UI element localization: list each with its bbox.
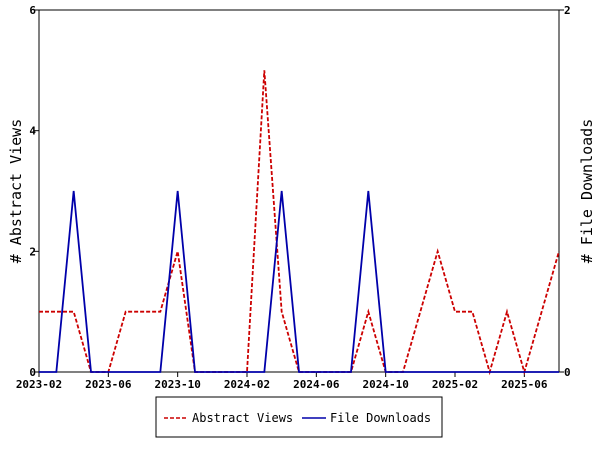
y-tick-label: 0 bbox=[29, 366, 36, 379]
y-tick-label: 6 bbox=[29, 4, 36, 17]
x-tick-label: 2025-06 bbox=[501, 378, 548, 391]
y-axis-ticks: 0 2 4 6 bbox=[29, 4, 39, 379]
y-axis-title: # Abstract Views bbox=[7, 119, 25, 264]
y2-tick-label: 0 bbox=[564, 366, 571, 379]
x-tick-label: 2023-02 bbox=[16, 378, 62, 391]
x-tick-label: 2023-10 bbox=[154, 378, 200, 391]
x-tick-label: 2024-02 bbox=[224, 378, 270, 391]
x-axis-ticks: 2023-02 2023-06 2023-10 2024-02 2024-06 2024-… bbox=[16, 372, 548, 391]
legend-label-abstract-views: Abstract Views bbox=[192, 411, 293, 425]
x-tick-label: 2023-06 bbox=[85, 378, 132, 391]
legend-label-file-downloads: File Downloads bbox=[330, 411, 431, 425]
plot-area bbox=[39, 10, 559, 372]
y2-axis-title: # File Downloads bbox=[578, 119, 596, 264]
x-tick-label: 2024-06 bbox=[293, 378, 340, 391]
x-tick-label: 2025-02 bbox=[432, 378, 478, 391]
y2-axis-ticks: 02 bbox=[559, 4, 571, 379]
x-tick-label: 2024-10 bbox=[362, 378, 408, 391]
y-tick-label: 2 bbox=[29, 245, 36, 258]
y-tick-label: 4 bbox=[29, 125, 36, 138]
legend: Abstract Views File Downloads bbox=[156, 397, 442, 437]
y2-tick-label: 2 bbox=[564, 4, 571, 17]
